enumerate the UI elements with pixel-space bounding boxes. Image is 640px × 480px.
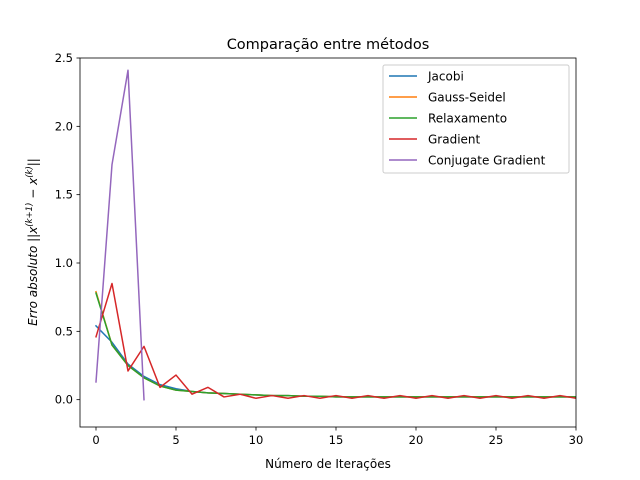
y-axis-label: Erro absoluto ||x(k+1) − x(k)||	[25, 158, 40, 326]
y-axis-label-end: ||	[26, 158, 40, 166]
x-axis: 0 5 10 15 20 25 30	[92, 427, 583, 447]
legend-label: Conjugate Gradient	[428, 154, 546, 168]
legend-frame	[382, 64, 570, 174]
x-tick-label: 30	[569, 433, 584, 447]
y-axis-label-mid: − x	[26, 177, 40, 203]
y-axis-label-sup2: (k)	[25, 166, 35, 178]
legend-label: Gradient	[428, 133, 481, 147]
chart-title: Comparação entre métodos	[227, 37, 430, 53]
legend-item-relaxamento: Relaxamento	[389, 112, 507, 126]
x-tick-label: 15	[329, 433, 344, 447]
x-tick-label: 5	[172, 433, 179, 447]
x-tick-label: 25	[489, 433, 504, 447]
legend: Jacobi Gauss-Seidel Relaxamento Gradient Con…	[382, 64, 570, 174]
legend-item-gradient: Gradient	[389, 133, 481, 147]
series-line-gradient	[95, 282, 576, 400]
series-line-relaxamento	[95, 292, 576, 398]
x-axis-label: Número de Iterações	[265, 457, 391, 471]
series-line-conjugate-gradient	[95, 69, 145, 401]
y-tick-label: 1.0	[55, 256, 73, 270]
y-axis: 0.0 0.5 1.0 1.5 2.0 2.5	[55, 51, 80, 407]
x-tick-label: 10	[249, 433, 264, 447]
x-tick-label: 20	[409, 433, 424, 447]
y-axis-label-main: Erro absoluto ||x	[26, 226, 40, 326]
legend-label: Jacobi	[427, 70, 464, 84]
legend-label: Relaxamento	[428, 112, 507, 126]
series-layer	[94, 69, 576, 401]
y-axis-label-sup1: (k+1)	[25, 203, 35, 227]
legend-label: Gauss-Seidel	[428, 91, 506, 105]
plot-frame	[79, 57, 577, 428]
y-tick-label: 0.0	[55, 393, 73, 407]
y-tick-label: 2.5	[55, 51, 73, 65]
x-tick-label: 0	[92, 433, 99, 447]
y-tick-label: 2.0	[55, 119, 73, 133]
y-tick-label: 0.5	[55, 324, 73, 338]
y-tick-label: 1.5	[55, 188, 73, 202]
legend-item-jacobi: Jacobi	[389, 70, 464, 84]
legend-item-gauss-seidel: Gauss-Seidel	[389, 91, 506, 105]
legend-item-conjugate-gradient: Conjugate Gradient	[389, 154, 546, 168]
